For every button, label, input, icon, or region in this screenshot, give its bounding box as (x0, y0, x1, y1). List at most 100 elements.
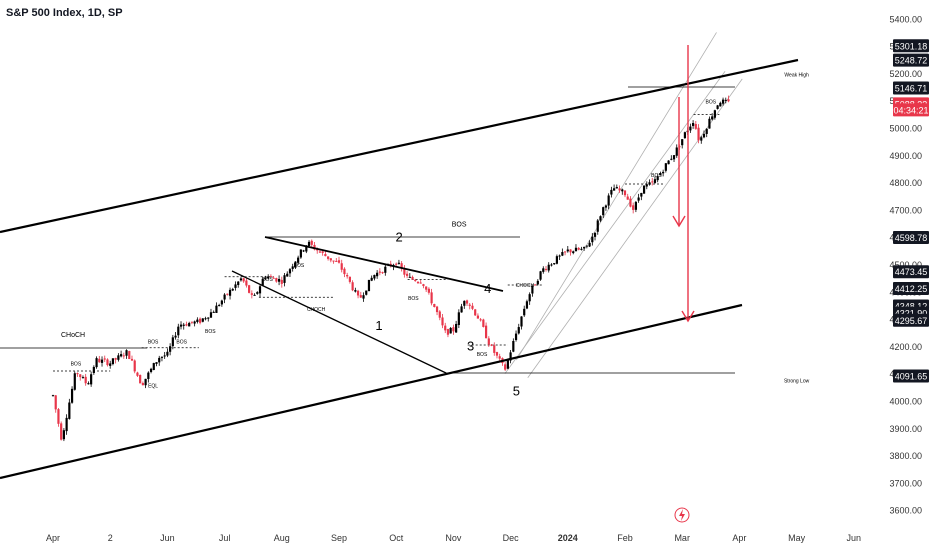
candle-body (512, 340, 515, 352)
y-tick-label: 4900.00 (889, 151, 922, 161)
price-label-box (893, 103, 929, 117)
y-tick-label: 4200.00 (889, 342, 922, 352)
annotation-label: BOS (176, 340, 187, 346)
candle-body (207, 317, 210, 319)
candle-body (498, 356, 501, 359)
candle-body (128, 351, 131, 360)
candle-body (689, 126, 692, 131)
candle-body (721, 99, 725, 104)
candle-body (280, 279, 283, 284)
candle-body (593, 232, 597, 237)
candle-body (656, 176, 659, 181)
candle-body (103, 358, 106, 360)
candle-body (514, 333, 518, 341)
wedge-upper-line (264, 236, 504, 292)
x-tick-label: Apr (46, 533, 60, 543)
candle-body (286, 273, 289, 277)
candle-body (155, 362, 158, 364)
candle-body (100, 359, 104, 363)
lightning-icon[interactable] (674, 507, 690, 523)
price-label-text: 4348.12 (895, 301, 928, 311)
candle-body (294, 261, 297, 268)
candle-body (702, 133, 706, 138)
candle-body (523, 308, 526, 316)
candle-body (365, 290, 368, 295)
annotation-label: CHOCH (307, 307, 326, 313)
annotation-label: BOS (148, 340, 159, 346)
candle-body (87, 383, 90, 385)
x-tick-label: Feb (617, 533, 633, 543)
candle-body (62, 430, 65, 440)
candle-body (160, 356, 164, 358)
candle-body (68, 402, 71, 419)
candle-body (700, 137, 703, 141)
price-label-text: 4295.67 (895, 316, 928, 326)
annotation-label: BOS (477, 352, 488, 358)
candle-body (253, 294, 256, 296)
candle-body (122, 355, 125, 357)
candle-body (495, 352, 499, 356)
y-tick-label: 3800.00 (889, 451, 922, 461)
y-tick-label: 4800.00 (889, 178, 922, 188)
price-label-text: 04:34:21 (893, 105, 928, 115)
x-tick-label: 2024 (558, 533, 578, 543)
candle-body (215, 305, 218, 313)
y-tick-label: 5000.00 (889, 124, 922, 134)
candle-body (144, 378, 147, 386)
lightning-icon-bolt (679, 509, 685, 521)
y-tick-label: 3900.00 (889, 424, 922, 434)
trend-lines[interactable] (0, 45, 799, 480)
candle-body (457, 312, 460, 325)
time-axis[interactable]: Apr 2 Jun Jul Aug Sep Oct Nov Dec 2024 Feb Mar Apr Ma… (46, 533, 861, 543)
candle-body (51, 395, 55, 397)
candle-body (574, 247, 578, 252)
candle-body (54, 395, 57, 410)
candle-body (346, 275, 349, 277)
candle-body (484, 325, 488, 339)
candle-body (490, 344, 493, 346)
y-tick-label: 4700.00 (889, 205, 922, 215)
candle-body (177, 326, 180, 336)
candle-body (356, 290, 360, 296)
annotation-label: BOS (706, 99, 717, 105)
candle-body (604, 205, 608, 208)
price-label-text: 4091.65 (895, 371, 928, 381)
price-label-text: 4598.78 (895, 233, 928, 243)
candle-body (248, 285, 251, 293)
candle-body (305, 245, 308, 252)
candle-body (245, 280, 248, 286)
candle-body (651, 181, 654, 183)
candle-body (697, 127, 700, 141)
candle-body (727, 99, 730, 102)
candle-body (713, 110, 716, 118)
price-labels: 5301.185248.725146.715088.3304:34:214598… (893, 39, 929, 383)
candle-body (362, 295, 365, 299)
candle-body (463, 300, 466, 306)
candle-body (297, 257, 300, 263)
candle-body (378, 271, 381, 273)
candle-body (476, 315, 480, 319)
price-label-box (893, 231, 929, 245)
candle-body (228, 289, 232, 296)
candle-body (277, 278, 281, 282)
candle-body (506, 359, 509, 369)
candle-body (667, 160, 670, 165)
channel-upper-line (0, 58, 799, 234)
candle-body (193, 321, 196, 324)
channel-line (515, 32, 717, 361)
candle-body (111, 358, 115, 365)
candle-body (405, 273, 409, 276)
candle-body (468, 304, 471, 306)
candle-body (182, 324, 185, 326)
candle-body (588, 242, 591, 247)
y-tick-label: 4000.00 (889, 397, 922, 407)
candle-body (536, 280, 539, 285)
candle-body (664, 163, 667, 171)
candle-body (169, 346, 172, 352)
candle-body (256, 292, 259, 294)
x-tick-label: Apr (732, 533, 746, 543)
candle-body (313, 244, 316, 250)
annotation-label: Strong Low (784, 378, 810, 384)
candle-body (340, 263, 343, 270)
